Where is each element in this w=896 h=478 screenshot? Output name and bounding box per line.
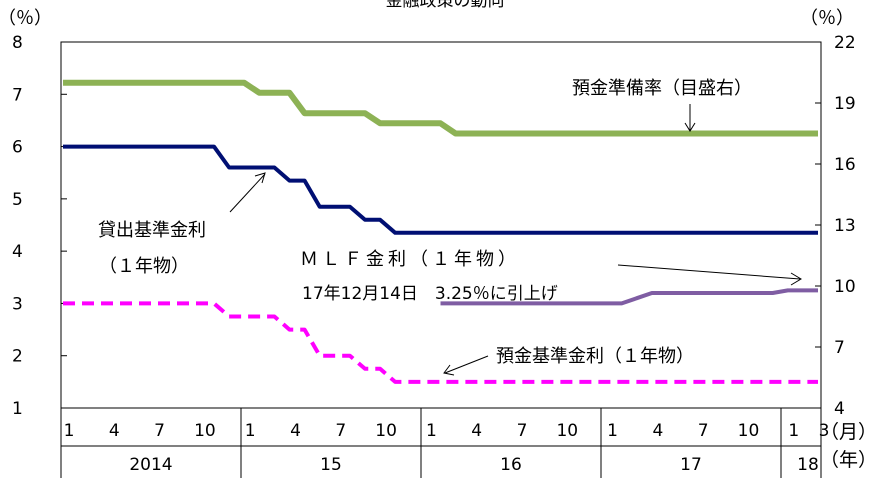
right-axis-ticks: 4 7 10 13 16 19 22: [815, 33, 856, 419]
month-tick-label: 1: [426, 421, 437, 441]
month-tick-label: 1: [788, 421, 799, 441]
series-line: [63, 79, 818, 137]
right-axis-unit: （％）: [800, 8, 854, 29]
arrow-deposit-rate: [443, 355, 489, 376]
month-tick-label: 7: [698, 421, 709, 441]
month-tick-label: 7: [154, 421, 165, 441]
left-tick-label: 6: [12, 138, 23, 158]
month-tick-label: 3: [819, 421, 830, 441]
annotation-lending-rate-2: （１年物）: [99, 256, 189, 277]
right-tick-label: 7: [834, 338, 845, 358]
annotation-mlf-rate-2: 17年12月14日 3.25％に引上げ: [302, 284, 558, 304]
left-tick-label: 5: [12, 190, 23, 210]
month-tick-label: 7: [335, 421, 346, 441]
month-tick-label: 10: [194, 421, 216, 441]
month-tick-label: 1: [245, 421, 256, 441]
year-label: 2014: [129, 455, 172, 475]
right-tick-label: 22: [834, 33, 856, 53]
month-tick-label: 4: [652, 421, 663, 441]
right-tick-label: 4: [834, 399, 845, 419]
year-label: 15: [320, 455, 342, 475]
left-tick-label: 2: [12, 347, 23, 367]
annotation-lending-rate-1: 貸出基準金利: [98, 220, 206, 241]
right-tick-label: 10: [834, 277, 856, 297]
chart-title: 金融政策の動向: [386, 0, 505, 11]
left-axis-ticks: 1 2 3 4 5 6 7 8: [12, 33, 67, 419]
year-label: 17: [680, 455, 702, 475]
year-label: 16: [500, 455, 522, 475]
right-tick-label: 19: [834, 94, 856, 114]
month-tick-label: 4: [290, 421, 301, 441]
series-layer: [63, 79, 818, 384]
left-tick-label: 8: [12, 33, 23, 53]
left-tick-label: 4: [12, 242, 23, 262]
right-tick-label: 13: [834, 216, 856, 236]
month-tick-label: 1: [64, 421, 75, 441]
left-tick-label: 1: [12, 399, 23, 419]
month-tick-label: 7: [517, 421, 528, 441]
annotation-reserve-ratio: 預金準備率（目盛右）: [572, 78, 752, 99]
arrow-reserve-ratio: [684, 104, 696, 132]
month-tick-label: 10: [375, 421, 397, 441]
series-line: [63, 301, 818, 384]
left-tick-label: 3: [12, 294, 23, 314]
right-tick-label: 16: [834, 155, 856, 175]
month-tick-label: 4: [109, 421, 120, 441]
series-line: [440, 288, 818, 306]
year-axis-unit: （年）: [820, 449, 877, 471]
annotation-mlf-rate-1: ＭＬＦ金利（１年物）: [300, 249, 520, 270]
arrow-mlf-rate: [617, 264, 802, 286]
left-axis-unit: （％）: [0, 8, 52, 29]
year-label: 18: [797, 455, 819, 475]
series-line: [63, 144, 818, 235]
month-axis-unit: （月）: [820, 421, 877, 443]
annotation-deposit-rate: 預金基準金利（１年物）: [496, 346, 694, 367]
month-tick-label: 10: [556, 421, 578, 441]
month-tick-label: 10: [738, 421, 760, 441]
arrow-lending-rate: [229, 172, 266, 213]
month-tick-label: 1: [607, 421, 618, 441]
month-tick-label: 4: [471, 421, 482, 441]
left-tick-label: 7: [12, 85, 23, 105]
